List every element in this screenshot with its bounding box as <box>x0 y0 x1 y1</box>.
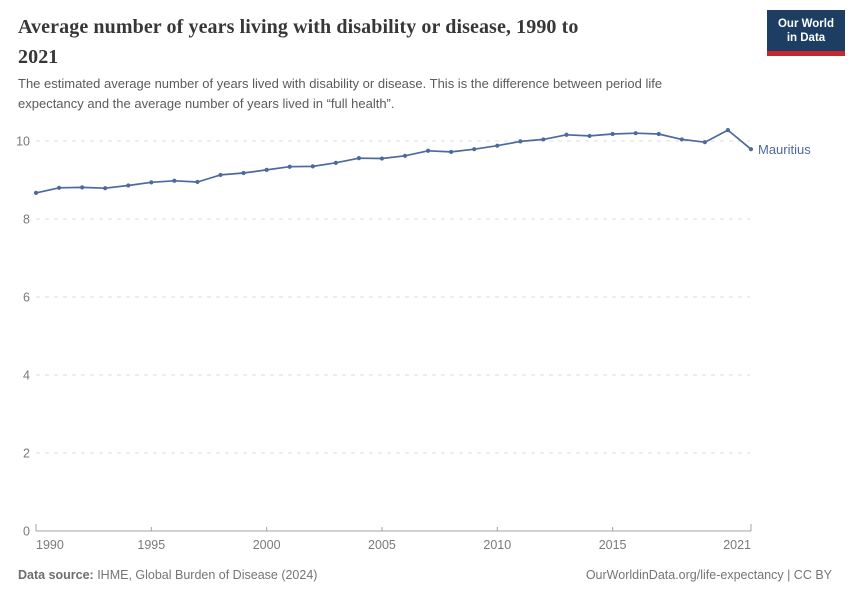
data-point[interactable] <box>103 186 108 191</box>
data-point[interactable] <box>679 137 684 142</box>
data-point[interactable] <box>425 148 431 153</box>
x-tick-label: 1995 <box>137 538 165 552</box>
data-point[interactable] <box>725 127 731 133</box>
y-tick-label: 8 <box>23 213 30 227</box>
chart-subtitle-line1: The estimated average number of years li… <box>18 76 663 91</box>
data-point[interactable] <box>172 178 177 183</box>
data-point[interactable] <box>379 156 385 161</box>
x-tick-label: 2015 <box>599 538 627 552</box>
chart-title-line1: Average number of years living with disa… <box>18 16 579 38</box>
data-point[interactable] <box>33 190 39 195</box>
y-tick-label: 2 <box>23 447 30 461</box>
owid-logo-red-bar <box>767 51 845 56</box>
data-source-value: IHME, Global Burden of Disease (2024) <box>93 568 318 582</box>
y-tick-label: 10 <box>16 135 30 149</box>
data-point[interactable] <box>126 183 131 188</box>
chart-subtitle: The estimated average number of years li… <box>18 74 778 114</box>
data-point[interactable] <box>656 131 661 137</box>
x-tick-label: 2021 <box>723 538 751 552</box>
data-point[interactable] <box>564 132 569 137</box>
owid-url-license-link[interactable]: OurWorldinData.org/life-expectancy | CC … <box>585 568 832 582</box>
x-tick-label: 2000 <box>253 538 281 552</box>
data-point[interactable] <box>264 167 269 172</box>
data-point[interactable] <box>241 170 246 176</box>
data-point[interactable] <box>633 131 638 136</box>
chart-title: Average number of years living with disa… <box>18 12 758 72</box>
data-point[interactable] <box>610 131 615 137</box>
data-point[interactable] <box>333 160 338 165</box>
y-tick-label: 4 <box>23 369 30 383</box>
chart-footer: Data source: IHME, Global Burden of Dise… <box>18 568 832 582</box>
x-tick-label: 1990 <box>36 538 64 552</box>
data-point[interactable] <box>149 180 154 185</box>
data-point[interactable] <box>702 140 707 145</box>
data-point[interactable] <box>587 133 592 139</box>
owid-logo[interactable]: Our World in Data <box>767 10 845 56</box>
y-tick-label: 0 <box>23 525 30 539</box>
data-point[interactable] <box>310 164 315 169</box>
data-point[interactable] <box>449 149 454 155</box>
data-point[interactable] <box>287 164 292 169</box>
data-point[interactable] <box>80 185 85 190</box>
owid-logo-text: Our World in Data <box>767 10 845 51</box>
data-point[interactable] <box>56 185 62 190</box>
chart-subtitle-line2: expectancy and the average number of yea… <box>18 96 395 111</box>
data-point[interactable] <box>541 137 546 142</box>
data-point[interactable] <box>195 179 200 185</box>
data-line[interactable] <box>35 129 752 194</box>
x-tick-label: 2005 <box>368 538 396 552</box>
data-source-note: Data source: IHME, Global Burden of Dise… <box>18 568 317 582</box>
data-point[interactable] <box>356 156 362 161</box>
data-source-label: Data source: <box>18 568 94 582</box>
data-point[interactable] <box>472 147 477 152</box>
chart-title-line2: 2021 <box>18 46 59 68</box>
x-tick-label: 2010 <box>483 538 511 552</box>
data-point[interactable] <box>748 147 754 152</box>
data-point[interactable] <box>402 153 408 158</box>
data-point[interactable] <box>518 139 523 144</box>
data-point[interactable] <box>495 143 500 148</box>
entity-label[interactable]: Mauritius <box>758 142 811 157</box>
y-tick-label: 6 <box>23 291 30 305</box>
data-point[interactable] <box>218 172 223 178</box>
